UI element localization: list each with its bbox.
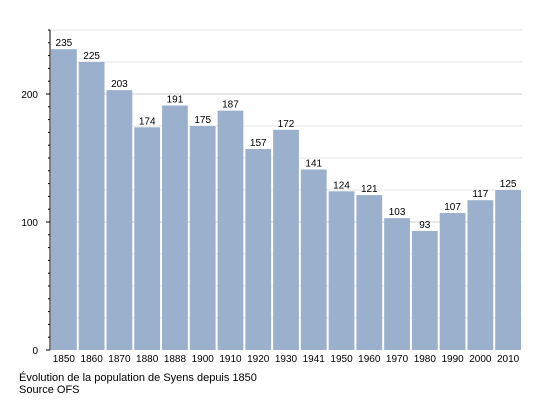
data-label-1980: 93 [419,220,431,231]
axes: 0 100 200 [21,29,51,357]
bar-1980 [411,230,438,350]
x-tick-label-1910: 1910 [219,354,242,365]
x-tick-label-1990: 1990 [441,354,464,365]
x-tick-label-2000: 2000 [469,354,492,365]
x-tick-label-1888: 1888 [164,354,187,365]
chart-source: Source OFS [19,384,80,396]
x-tick-label-1950: 1950 [330,354,353,365]
bar-2000 [467,200,494,350]
x-tick-label-1941: 1941 [303,354,326,365]
bar-1990 [439,213,466,350]
bar-1860 [78,62,105,350]
x-tick-label-1970: 1970 [386,354,409,365]
x-tick-label-1870: 1870 [108,354,131,365]
data-label-1990: 107 [444,202,461,213]
data-label-1930: 172 [278,119,295,130]
data-label-2010: 125 [500,179,517,190]
data-label-2000: 117 [472,189,488,200]
data-label-1950: 124 [333,180,350,191]
bar-1910 [217,110,244,350]
data-label-1850: 235 [56,38,73,49]
bar-1960 [356,195,383,350]
x-tick-label-1860: 1860 [81,354,104,365]
x-tick-label-1850: 1850 [53,354,76,365]
x-tick-label-2010: 2010 [497,354,520,365]
x-tick-label-1880: 1880 [136,354,159,365]
y-tick-label-200: 200 [21,90,38,101]
bar-1880 [134,127,161,350]
bar-1888 [162,105,188,351]
x-tick-label-1980: 1980 [414,354,437,365]
bar-1930 [273,129,299,350]
data-label-1960: 121 [361,184,378,195]
data-label-1941: 141 [305,159,322,170]
data-label-1920: 157 [250,138,267,149]
bar-1950 [328,191,355,350]
x-tick-label-1900: 1900 [192,354,215,365]
data-label-1888: 191 [167,95,184,106]
data-label-1870: 203 [111,79,128,90]
y-tick-label-100: 100 [21,218,38,229]
data-label-1910: 187 [222,100,239,111]
data-label-1880: 174 [139,116,156,127]
bars [51,49,521,351]
bar-1900 [189,126,216,350]
data-label-1860: 225 [83,51,100,62]
x-tick-label-1930: 1930 [275,354,298,365]
y-tick-label-0: 0 [32,346,38,357]
bar-1870 [106,90,133,350]
chart-title: Évolution de la population de Syens depu… [19,372,257,384]
x-tick-label-1960: 1960 [358,354,381,365]
bar-1920 [245,149,272,350]
bar-1970 [384,218,410,350]
data-labels: 235 1850 225 1860 203 1870 174 1880 191 1888 175 19… [53,38,520,365]
bar-1850 [51,49,77,350]
x-tick-label-1920: 1920 [247,354,270,365]
data-label-1970: 103 [389,207,406,218]
bar-1941 [300,169,327,350]
bar-2010 [495,190,521,350]
data-label-1900: 175 [194,115,211,126]
